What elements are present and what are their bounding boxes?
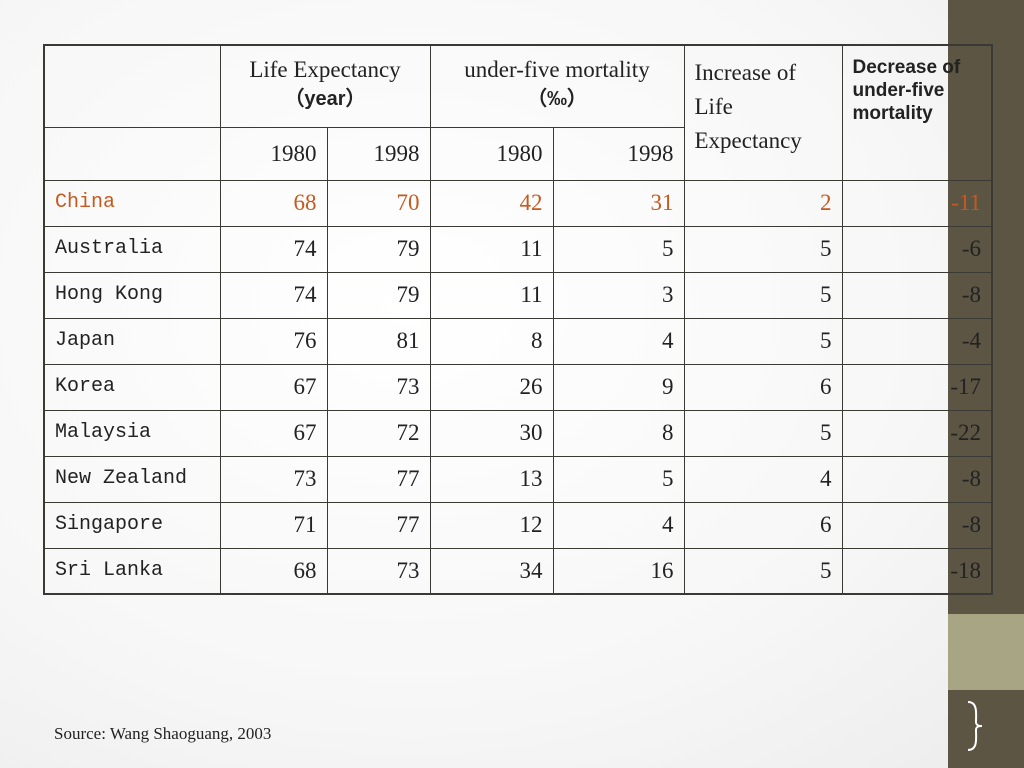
- table-row: Australia 74 79 11 5 5 -6: [43, 225, 993, 273]
- value-cell: 4: [683, 455, 843, 503]
- value-cell: -6: [841, 225, 993, 273]
- value-cell: 77: [326, 455, 431, 503]
- country-cell: Hong Kong: [43, 271, 221, 319]
- value-cell: 73: [219, 455, 328, 503]
- value-cell: 42: [429, 179, 554, 227]
- table-row: Sri Lanka 68 73 34 16 5 -18: [43, 547, 993, 595]
- country-cell: New Zealand: [43, 455, 221, 503]
- table-row: New Zealand 73 77 13 5 4 -8: [43, 455, 993, 503]
- value-cell: -22: [841, 409, 993, 457]
- corner-cell-2: [43, 126, 221, 181]
- value-cell: 4: [552, 501, 685, 549]
- life-expectancy-label: Life Expectancy: [249, 57, 401, 82]
- mortality-label: under-five mortality: [464, 57, 650, 82]
- value-cell: 76: [219, 317, 328, 365]
- year-row: 1980 1998 1980 1998: [43, 126, 992, 181]
- value-cell: 5: [683, 271, 843, 319]
- country-cell: Malaysia: [43, 409, 221, 457]
- value-cell: 8: [552, 409, 685, 457]
- value-cell: 9: [552, 363, 685, 411]
- closing-brace-icon: [967, 701, 983, 751]
- value-cell: 16: [552, 547, 685, 595]
- value-cell: 67: [219, 409, 328, 457]
- value-cell: 6: [683, 363, 843, 411]
- value-cell: 73: [326, 363, 431, 411]
- value-cell: -11: [841, 179, 993, 227]
- year-cell: 1998: [326, 126, 431, 181]
- mortality-table: Life Expectancy （year） under-five mortal…: [43, 44, 993, 595]
- header-row: Life Expectancy （year） under-five mortal…: [43, 44, 993, 181]
- value-cell: 77: [326, 501, 431, 549]
- source-note: Source: Wang Shaoguang, 2003: [54, 724, 272, 743]
- table-row: Korea 67 73 26 9 6 -17: [43, 363, 993, 411]
- value-cell: -17: [841, 363, 993, 411]
- value-cell: -4: [841, 317, 993, 365]
- mortality-header: under-five mortality （‰）: [429, 44, 685, 128]
- value-cell: 70: [326, 179, 431, 227]
- year-cell: 1980: [219, 126, 328, 181]
- country-cell: China: [43, 179, 221, 227]
- value-cell: 68: [219, 547, 328, 595]
- table-row: Hong Kong 74 79 11 3 5 -8: [43, 271, 993, 319]
- mortality-unit: （‰）: [527, 88, 587, 110]
- table-row: Malaysia 67 72 30 8 5 -22: [43, 409, 993, 457]
- value-cell: 8: [429, 317, 554, 365]
- value-cell: 31: [552, 179, 685, 227]
- country-cell: Japan: [43, 317, 221, 365]
- value-cell: 3: [552, 271, 685, 319]
- value-cell: 5: [552, 455, 685, 503]
- corner-cell: [43, 44, 221, 128]
- value-cell: 73: [326, 547, 431, 595]
- value-cell: -8: [841, 271, 993, 319]
- value-cell: 5: [683, 225, 843, 273]
- value-cell: 74: [219, 225, 328, 273]
- table-row: Singapore 71 77 12 4 6 -8: [43, 501, 993, 549]
- country-cell: Australia: [43, 225, 221, 273]
- value-cell: 67: [219, 363, 328, 411]
- value-cell: 6: [683, 501, 843, 549]
- value-cell: 5: [683, 547, 843, 595]
- value-cell: 81: [326, 317, 431, 365]
- country-cell: Korea: [43, 363, 221, 411]
- value-cell: 68: [219, 179, 328, 227]
- value-cell: -8: [841, 455, 993, 503]
- increase-header: Increase of Life Expectancy: [683, 44, 843, 181]
- table-row: China 68 70 42 31 2 -11: [43, 179, 993, 227]
- country-cell: Singapore: [43, 501, 221, 549]
- value-cell: 30: [429, 409, 554, 457]
- value-cell: 71: [219, 501, 328, 549]
- value-cell: 74: [219, 271, 328, 319]
- value-cell: 5: [552, 225, 685, 273]
- country-cell: Sri Lanka: [43, 547, 221, 595]
- value-cell: 13: [429, 455, 554, 503]
- value-cell: -8: [841, 501, 993, 549]
- value-cell: 4: [552, 317, 685, 365]
- table-row: Japan 76 81 8 4 5 -4: [43, 317, 993, 365]
- sidebar-accent-block: [948, 614, 1024, 690]
- value-cell: 34: [429, 547, 554, 595]
- value-cell: 11: [429, 225, 554, 273]
- value-cell: 11: [429, 271, 554, 319]
- value-cell: -18: [841, 547, 993, 595]
- decrease-header: Decrease of under-five mortality: [841, 44, 993, 181]
- value-cell: 12: [429, 501, 554, 549]
- life-expectancy-unit: （year）: [284, 88, 366, 110]
- value-cell: 79: [326, 271, 431, 319]
- value-cell: 72: [326, 409, 431, 457]
- life-expectancy-header: Life Expectancy （year）: [219, 44, 431, 128]
- year-cell: 1998: [552, 126, 685, 181]
- value-cell: 2: [683, 179, 843, 227]
- value-cell: 5: [683, 409, 843, 457]
- value-cell: 79: [326, 225, 431, 273]
- value-cell: 26: [429, 363, 554, 411]
- value-cell: 5: [683, 317, 843, 365]
- year-cell: 1980: [429, 126, 554, 181]
